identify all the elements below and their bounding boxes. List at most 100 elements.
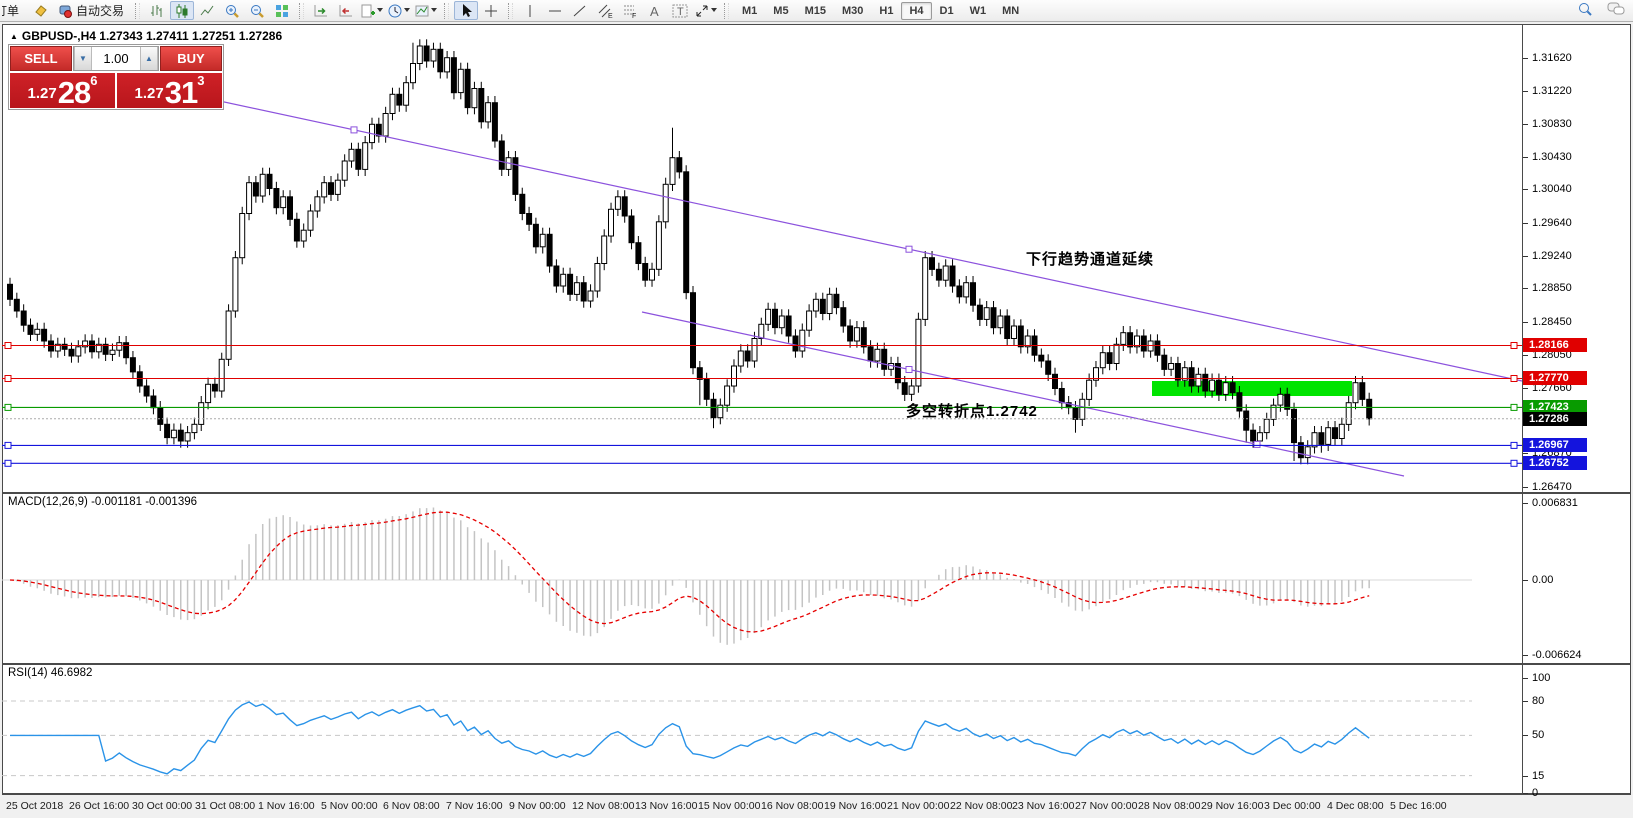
candle: [61, 343, 68, 350]
new-order-icon: [33, 3, 49, 19]
new-order-label-clipped[interactable]: 订单: [2, 2, 28, 20]
candle: [915, 318, 922, 387]
pane-separator[interactable]: [2, 663, 1631, 665]
sell-price-display[interactable]: 1.27 28 6: [10, 73, 115, 108]
candle: [225, 310, 232, 360]
candle: [614, 196, 621, 210]
channel-upper-trendline[interactable]: [149, 85, 1522, 382]
text-label-tool[interactable]: T: [668, 1, 692, 20]
text-tool[interactable]: A: [643, 1, 667, 20]
candle: [655, 221, 662, 270]
price-tick: 1.28050: [1532, 349, 1572, 361]
candle: [321, 182, 328, 198]
sell-button[interactable]: SELL: [10, 46, 72, 71]
candle: [1011, 325, 1017, 339]
main-price-chart[interactable]: [2, 24, 1522, 492]
date-label: 5 Nov 00:00: [321, 800, 378, 812]
auto-scroll-button[interactable]: [309, 1, 333, 20]
bar-chart-button[interactable]: [145, 1, 169, 20]
chat-icon[interactable]: [1607, 1, 1625, 22]
templates-icon: [414, 3, 430, 19]
timeframe-m1[interactable]: M1: [742, 4, 758, 17]
line-anchor-marker: [4, 342, 12, 349]
tile-windows-button[interactable]: [270, 1, 294, 20]
collapse-panel-icon[interactable]: ▲: [10, 32, 18, 41]
candle: [1345, 402, 1352, 425]
crosshair-button[interactable]: [479, 1, 503, 20]
candle: [109, 349, 116, 355]
rsi-label: RSI(14) 46.6982: [8, 667, 93, 679]
timeframe-m30[interactable]: M30: [841, 4, 864, 17]
volume-increase-button[interactable]: ▲: [140, 47, 158, 70]
rsi-indicator-pane[interactable]: [2, 665, 1522, 793]
candle: [471, 88, 478, 109]
candle: [819, 298, 826, 314]
candle: [1311, 432, 1318, 448]
buy-price-display[interactable]: 1.27 31 3: [117, 73, 222, 108]
candle: [676, 157, 683, 173]
highlight-rectangle[interactable]: [1152, 381, 1352, 396]
arrows-tool[interactable]: [693, 1, 719, 20]
channel-lower-trendline[interactable]: [641, 311, 1405, 477]
timeframe-mn[interactable]: MN: [1002, 4, 1020, 17]
zoom-in-icon: [224, 3, 240, 19]
candle: [1127, 332, 1134, 348]
indicators-button[interactable]: [359, 1, 385, 20]
candle: [177, 429, 184, 442]
timeframe-d1[interactable]: D1: [939, 4, 954, 17]
candle: [334, 179, 341, 195]
horizontal-line-tool[interactable]: [543, 1, 567, 20]
candle: [1338, 423, 1345, 439]
candle: [89, 340, 95, 353]
candle: [1140, 335, 1147, 352]
autotrading-label: 自动交易: [76, 4, 125, 18]
autotrading-button[interactable]: 自动交易: [54, 1, 130, 20]
timeframe-group: M1 M5 M15 M30 H1 H4 D1 W1 MN: [734, 1, 1027, 20]
timeframe-w1[interactable]: W1: [969, 4, 987, 17]
date-label: 22 Nov 08:00: [950, 800, 1013, 812]
templates-button[interactable]: [413, 1, 439, 20]
zoom-in-button[interactable]: [220, 1, 244, 20]
zoom-out-button[interactable]: [245, 1, 269, 20]
candle: [1024, 335, 1031, 348]
new-order-button[interactable]: [29, 1, 53, 20]
chart-shift-button[interactable]: [334, 1, 358, 20]
line-chart-button[interactable]: [195, 1, 219, 20]
macd-indicator-pane[interactable]: [2, 494, 1522, 662]
candle: [403, 82, 410, 106]
volume-decrease-button[interactable]: ▼: [74, 47, 92, 70]
timeframe-h4[interactable]: H4: [901, 1, 932, 20]
vertical-line-tool[interactable]: [518, 1, 542, 20]
trendline-tool[interactable]: [568, 1, 592, 20]
symbol-ohlc-text: GBPUSD-,H4 1.27343 1.27411 1.27251 1.272…: [21, 29, 283, 43]
candle: [444, 57, 451, 73]
fibonacci-tool[interactable]: F: [618, 1, 642, 20]
buy-button[interactable]: BUY: [160, 46, 222, 71]
equidistant-channel-tool[interactable]: E: [593, 1, 617, 20]
pane-separator[interactable]: [2, 793, 1631, 795]
candle: [389, 93, 396, 115]
timeframe-m5[interactable]: M5: [773, 4, 789, 17]
candle: [1304, 446, 1311, 459]
horizontal-line-icon: [547, 3, 563, 19]
search-icon[interactable]: [1577, 1, 1593, 22]
candle: [1079, 398, 1086, 420]
date-label: 6 Nov 08:00: [383, 800, 440, 812]
periods-button[interactable]: [386, 1, 412, 20]
price-tick: 1.29640: [1532, 217, 1572, 229]
candle: [1113, 343, 1120, 364]
timeframe-h1[interactable]: H1: [879, 4, 894, 17]
candle: [956, 285, 963, 298]
candlestick-chart-button[interactable]: [170, 1, 195, 20]
chevron-down-icon: [377, 8, 384, 13]
volume-input[interactable]: 1.00: [103, 51, 129, 66]
candle: [696, 367, 703, 380]
candle: [840, 307, 847, 327]
cursor-button[interactable]: [454, 1, 479, 20]
timeframe-m15[interactable]: M15: [804, 4, 826, 17]
candle: [450, 57, 457, 94]
candle: [1168, 363, 1175, 370]
candle: [935, 268, 942, 281]
date-label: 31 Oct 08:00: [195, 800, 256, 812]
pane-separator[interactable]: [2, 492, 1631, 494]
